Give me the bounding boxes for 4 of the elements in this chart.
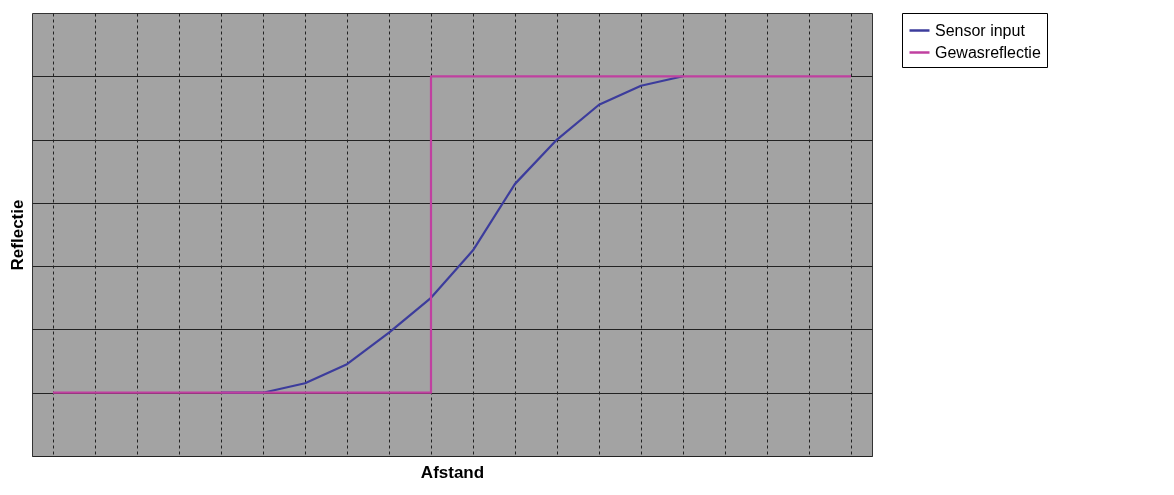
legend-label: Gewasreflectie [935,43,1041,61]
x-axis-title: Afstand [420,462,485,482]
legend-label: Sensor input [935,21,1026,39]
y-axis-title: Reflectie [7,199,27,271]
